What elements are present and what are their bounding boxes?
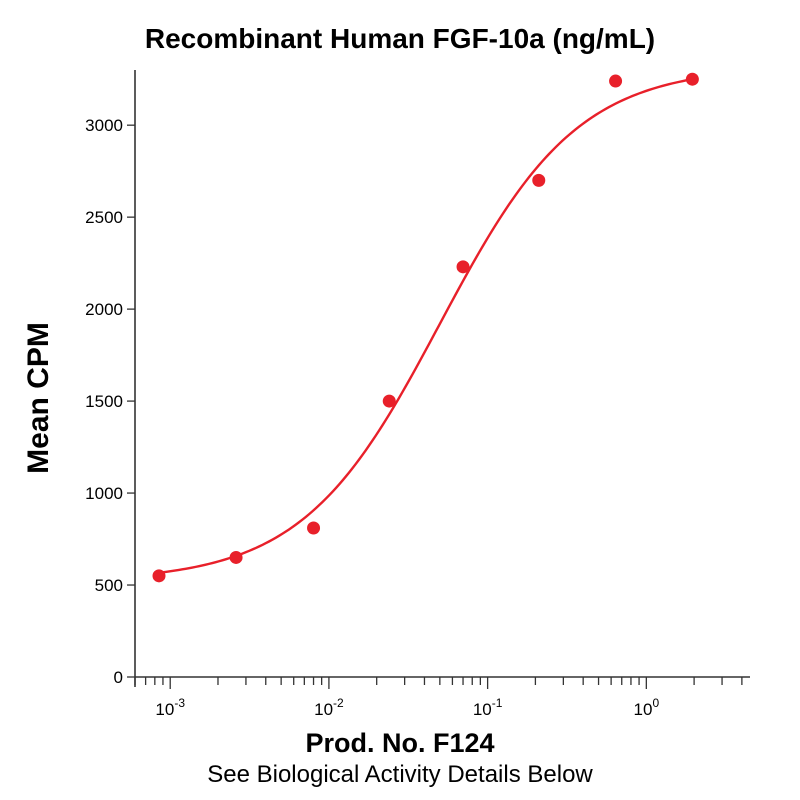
y-tick-label: 2000: [85, 300, 123, 319]
data-point: [307, 521, 321, 535]
y-tick-label: 0: [114, 668, 123, 687]
x-tick-label: 10-1: [473, 696, 503, 719]
data-point: [152, 569, 166, 583]
x-axis-label: Prod. No. F124: [305, 728, 494, 758]
fit-curve: [158, 78, 693, 574]
data-point: [685, 72, 699, 86]
y-tick-label: 3000: [85, 116, 123, 135]
data-point: [229, 550, 243, 564]
y-tick-label: 1500: [85, 392, 123, 411]
chart-title: Recombinant Human FGF-10a (ng/mL): [145, 23, 655, 54]
y-tick-label: 500: [95, 576, 123, 595]
data-point: [532, 173, 546, 187]
y-tick-label: 1000: [85, 484, 123, 503]
chart-subtitle: See Biological Activity Details Below: [207, 761, 593, 788]
x-tick-label: 10-2: [314, 696, 344, 719]
y-tick-label: 2500: [85, 208, 123, 227]
plot-area: [152, 72, 699, 583]
data-point: [456, 260, 470, 274]
y-ticks: 0 500 1000 1500 2000 2500 3000: [85, 116, 135, 687]
data-point: [382, 394, 396, 408]
x-tick-label: 10-3: [155, 696, 185, 719]
x-ticks: 10-3 10-2 10-1 100: [134, 677, 743, 719]
x-tick-label: 100: [634, 696, 660, 719]
y-axis-label: Mean CPM: [22, 322, 55, 474]
axes: [134, 70, 750, 687]
data-point: [609, 74, 623, 88]
